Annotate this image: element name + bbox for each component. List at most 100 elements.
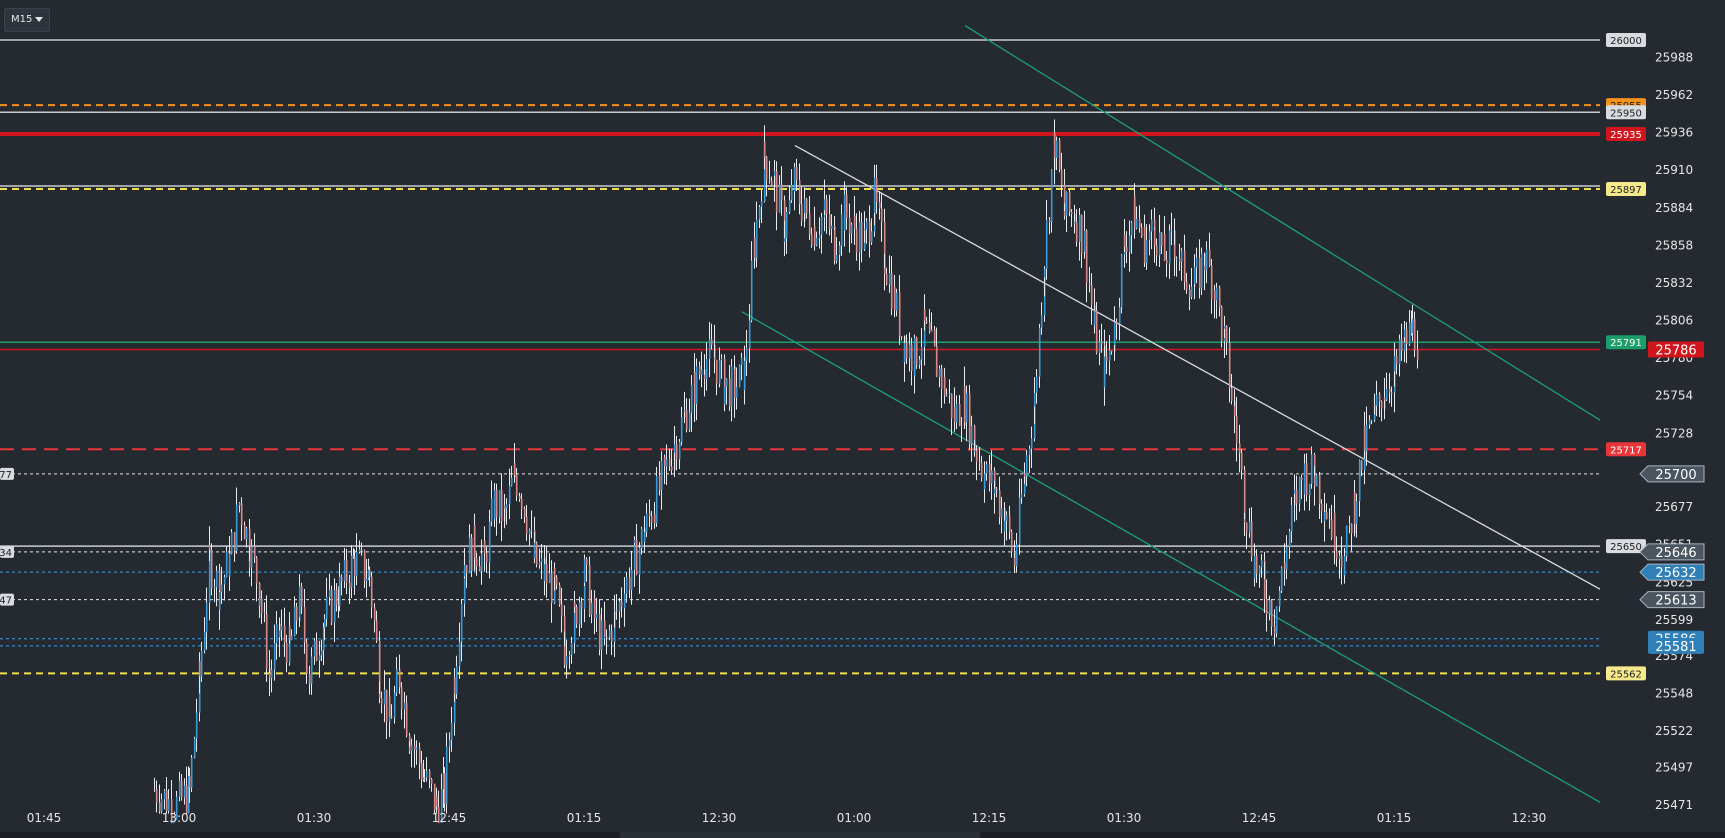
candle [643,526,646,543]
candle [1128,220,1131,272]
candle [1043,266,1046,297]
bottom-scrollbar[interactable] [0,832,1725,838]
candle [1325,503,1328,520]
level-25646-tag[interactable]: 25646 [1639,543,1705,561]
candle [193,736,196,759]
channel-lower[interactable] [741,311,1626,818]
candle [953,387,956,430]
candle [1368,415,1371,429]
candle [860,212,863,263]
candle [688,398,691,432]
candle [238,501,241,513]
candle [1063,203,1066,217]
level-25935-tag[interactable]: 25935 [1606,126,1646,141]
scroll-thumb[interactable] [620,832,980,838]
candle [1048,216,1051,235]
candle [1223,323,1226,338]
candle [1025,449,1028,487]
candle [1038,323,1041,388]
candle [153,777,156,792]
candle [453,667,456,702]
level-25562-tag[interactable]: 25562 [1606,666,1646,681]
level-25950-tag[interactable]: 25950 [1606,105,1646,120]
level-25613-tag-text: 25613 [1655,594,1696,609]
level-25581-tag[interactable]: 25581 [1648,637,1704,655]
candle [973,440,976,457]
candle [765,155,768,197]
candle [1200,247,1203,296]
candle [898,275,901,345]
level-25700-tag[interactable]: 25700 [1639,465,1705,483]
candle [835,237,838,264]
candle [715,359,718,396]
candle [303,588,306,654]
level-25786-tag[interactable]: 25786 [1648,341,1704,358]
level-25897-tag[interactable]: 25897 [1606,181,1646,196]
candle [590,589,593,624]
candle [845,187,848,230]
level-25650-tag[interactable]: 25650 [1606,539,1646,554]
candle [1003,502,1006,546]
time-tick-label: 13:00 [162,811,197,825]
price-tick-label: 25728 [1655,426,1693,440]
mid-trendline[interactable] [794,144,1641,612]
candle [533,532,536,564]
level-25613-left-tag[interactable]: 47 [0,593,14,607]
candle [743,345,746,405]
candle [773,159,776,196]
candle [1118,297,1121,341]
level-26000-tag[interactable]: 26000 [1606,33,1646,47]
time-tick-label: 12:45 [432,811,467,825]
level-25632-tag[interactable]: 25632 [1639,563,1705,581]
candle [738,364,741,388]
candle [735,367,738,410]
candle [170,779,173,824]
channel-upper[interactable] [964,24,1613,429]
candle [670,448,673,475]
candle [960,417,963,442]
candle [578,596,581,637]
price-tick-label: 25806 [1655,314,1693,328]
price-tick-label: 25832 [1655,276,1693,290]
candle [473,513,476,571]
level-25613-tag[interactable]: 25613 [1639,591,1705,609]
candle [248,546,251,577]
candle [1278,586,1281,612]
timeframe-selector[interactable]: M15 [4,8,51,32]
candle [1138,205,1141,233]
candle [333,578,336,643]
candle [360,542,363,556]
candle [1150,209,1153,250]
level-25791-tag[interactable]: 25791 [1606,335,1646,350]
candle [968,384,971,451]
candle [1348,515,1351,534]
level-25646-left-tag[interactable]: 34 [0,545,14,559]
candle [420,750,423,789]
candle [545,546,548,598]
candle [945,388,948,397]
candle [1265,579,1268,632]
candle [580,597,583,628]
candle [1253,543,1256,587]
candle [298,574,301,626]
candle [218,590,221,630]
candle [1263,562,1266,614]
candle [228,536,231,582]
candle [480,539,483,585]
candle [253,533,256,563]
candle [775,161,778,231]
candle [668,448,671,471]
candle [820,212,823,254]
candle [475,552,478,576]
level-25700-left-tag[interactable]: 77 [0,467,14,481]
level-25717-tag[interactable]: 25717 [1606,442,1646,457]
candle [903,335,906,367]
candle [165,776,168,814]
candle [460,599,463,662]
candle [213,578,216,603]
candle [700,351,703,388]
time-tick-label: 01:15 [567,811,602,825]
candle [1185,272,1188,294]
